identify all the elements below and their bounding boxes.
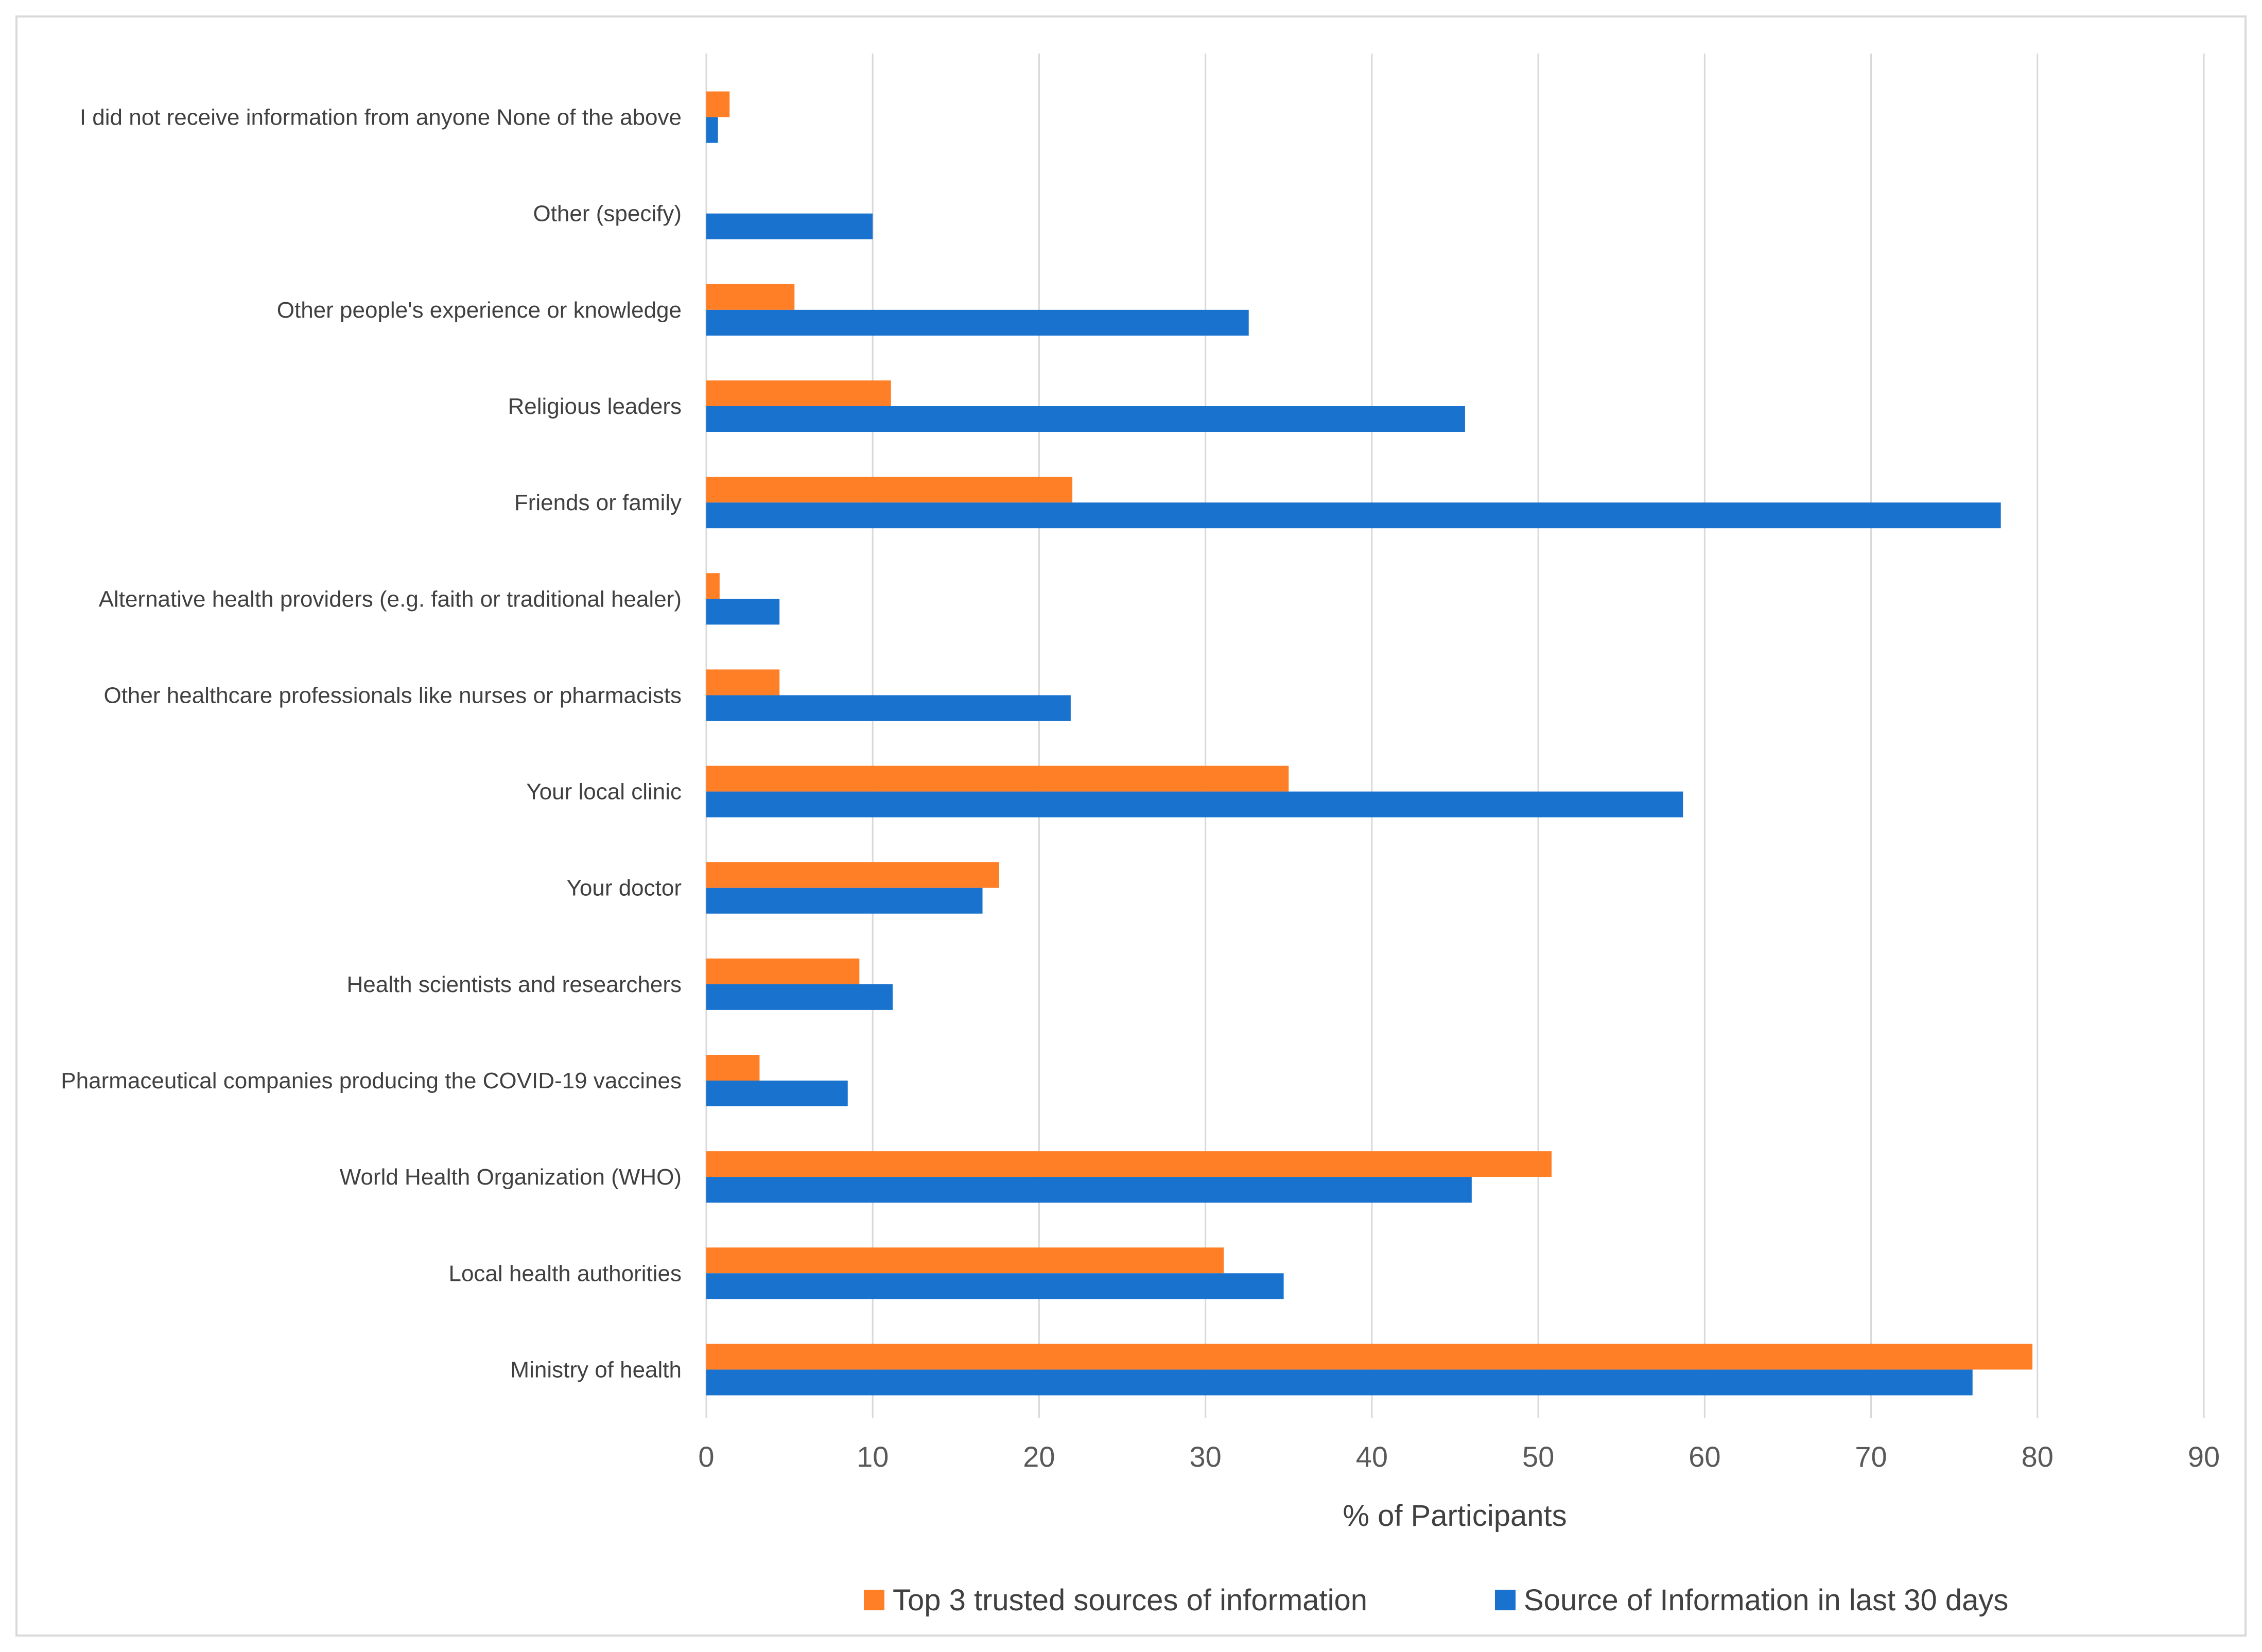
bar-top3-trusted xyxy=(706,1055,760,1081)
category-label: Health scientists and researchers xyxy=(346,972,682,997)
bar-top3-trusted xyxy=(706,1151,1552,1177)
bar-top3-trusted xyxy=(706,477,1073,503)
bar-last-30-days xyxy=(706,1081,848,1106)
bar-top3-trusted xyxy=(706,284,795,310)
bar-last-30-days xyxy=(706,599,780,625)
bar-last-30-days xyxy=(706,117,718,143)
category-label: Your local clinic xyxy=(526,779,682,805)
bar-last-30-days xyxy=(706,1177,1472,1203)
category-label: Ministry of health xyxy=(510,1357,682,1382)
bar-last-30-days xyxy=(706,502,2001,529)
bar-top3-trusted xyxy=(706,573,720,599)
x-tick-label: 90 xyxy=(2188,1440,2220,1473)
category-label: Alternative health providers (e.g. faith… xyxy=(99,586,682,612)
bar-last-30-days xyxy=(706,406,1465,432)
bar-top3-trusted xyxy=(706,862,999,888)
bar-last-30-days xyxy=(706,695,1071,721)
bar-top3-trusted xyxy=(706,958,860,984)
x-tick-label: 70 xyxy=(1855,1440,1887,1473)
category-label: Religious leaders xyxy=(508,394,682,419)
bar-top3-trusted xyxy=(706,766,1289,792)
bar-top3-trusted xyxy=(706,1344,2033,1370)
bar-last-30-days xyxy=(706,791,1683,818)
legend-label: Source of Information in last 30 days xyxy=(1524,1584,2008,1617)
category-label: Your doctor xyxy=(567,876,682,901)
x-tick-label: 20 xyxy=(1023,1440,1055,1473)
chart-frame: I did not receive information from anyon… xyxy=(15,15,2247,1637)
x-tick-label: 0 xyxy=(698,1440,714,1473)
x-tick-label: 60 xyxy=(1689,1440,1720,1473)
category-label: Other people's experience or knowledge xyxy=(277,298,682,323)
category-label: Other healthcare professionals like nurs… xyxy=(103,683,682,708)
bar-last-30-days xyxy=(706,984,893,1010)
bar-chart: I did not receive information from anyon… xyxy=(61,54,2220,1617)
category-label: Local health authorities xyxy=(448,1261,682,1286)
bar-last-30-days xyxy=(706,1369,1973,1396)
x-tick-label: 40 xyxy=(1356,1440,1388,1473)
legend-label: Top 3 trusted sources of information xyxy=(893,1584,1367,1617)
category-label: Pharmaceutical companies producing the C… xyxy=(61,1068,682,1093)
bar-top3-trusted xyxy=(706,91,730,117)
category-label: Other (specify) xyxy=(533,201,682,227)
x-tick-labels: 0 10 20 30 40 50 60 70 80 90 xyxy=(698,1440,2220,1473)
legend: Top 3 trusted sources of information Sour… xyxy=(864,1584,2008,1617)
category-labels: I did not receive information from anyon… xyxy=(61,105,682,1383)
x-tick-label: 80 xyxy=(2022,1440,2054,1473)
x-tick-label: 50 xyxy=(1522,1440,1554,1473)
category-label: World Health Organization (WHO) xyxy=(340,1164,682,1190)
category-label: Friends or family xyxy=(514,490,682,515)
legend-swatch xyxy=(1495,1590,1516,1610)
bar-last-30-days xyxy=(706,888,983,914)
x-tick-label: 30 xyxy=(1190,1440,1222,1473)
legend-swatch xyxy=(864,1590,884,1610)
bar-last-30-days xyxy=(706,309,1249,336)
bar-top3-trusted xyxy=(706,380,891,406)
category-label: I did not receive information from anyon… xyxy=(80,105,682,130)
gridlines xyxy=(705,54,2205,1418)
bar-last-30-days xyxy=(706,213,873,239)
bar-top3-trusted xyxy=(706,669,780,695)
x-tick-label: 10 xyxy=(857,1440,889,1473)
x-axis-title: % of Participants xyxy=(1343,1499,1567,1533)
bars xyxy=(706,91,2033,1396)
bar-top3-trusted xyxy=(706,1247,1224,1274)
bar-last-30-days xyxy=(706,1273,1284,1299)
